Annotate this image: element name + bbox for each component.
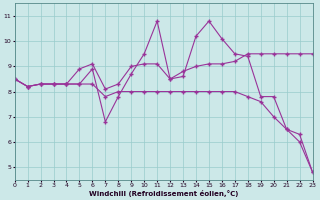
X-axis label: Windchill (Refroidissement éolien,°C): Windchill (Refroidissement éolien,°C) — [89, 190, 238, 197]
